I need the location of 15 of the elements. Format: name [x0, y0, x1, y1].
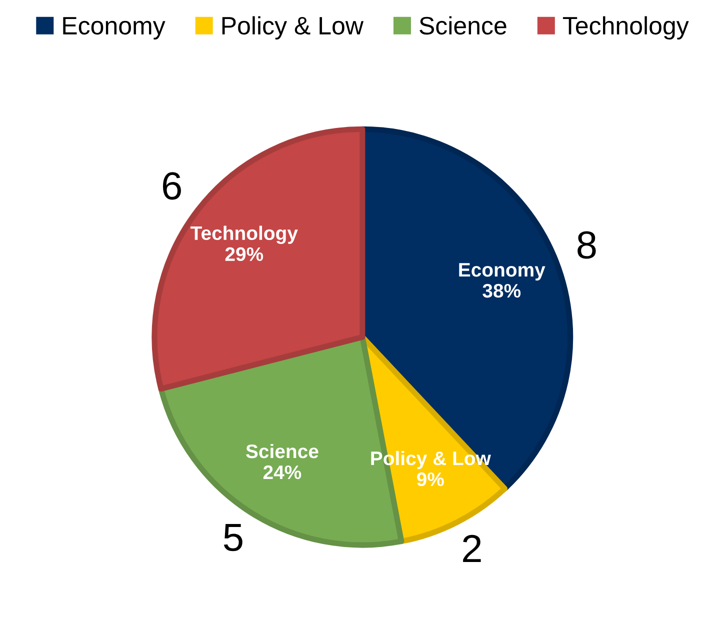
text: 2: [463, 534, 481, 562]
data-label: 24%: [263, 465, 302, 480]
data-label: 38%: [482, 284, 521, 298]
text: 5: [224, 524, 242, 552]
text: 8: [578, 231, 596, 259]
data-label: 9%: [417, 472, 444, 486]
legend-label: Economy: [63, 17, 166, 40]
slice-label: Technology: [190, 226, 298, 244]
slice-label: Economy: [459, 263, 546, 281]
legend-label: Science: [420, 16, 506, 35]
legend-label: Technology: [562, 16, 689, 40]
text: 6: [163, 172, 181, 200]
legend-label: Policy & Low: [222, 16, 364, 40]
data-label: 29%: [225, 247, 264, 262]
slice-label: Science: [246, 444, 318, 458]
